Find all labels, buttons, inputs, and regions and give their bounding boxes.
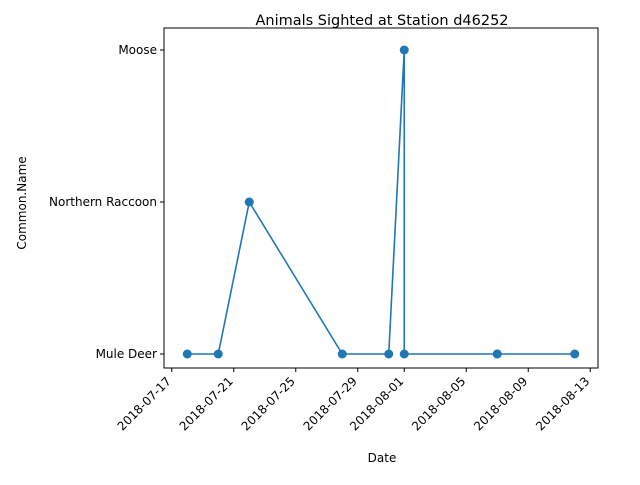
data-point	[492, 349, 502, 359]
data-point	[244, 197, 254, 207]
y-tick-label: Moose	[118, 43, 157, 57]
axes-frame	[163, 27, 599, 369]
y-tick-label: Mule Deer	[96, 347, 157, 361]
data-point	[337, 349, 347, 359]
chart-title: Animals Sighted at Station d46252	[255, 13, 508, 29]
data-point	[384, 349, 394, 359]
data-point	[182, 349, 192, 359]
data-point	[399, 45, 409, 55]
y-tick-label: Northern Raccoon	[49, 195, 157, 209]
x-axis-label: Date	[368, 451, 397, 465]
data-point	[213, 349, 223, 359]
data-point	[570, 349, 580, 359]
data-point	[399, 349, 409, 359]
y-axis-label: Common.Name	[15, 156, 29, 249]
